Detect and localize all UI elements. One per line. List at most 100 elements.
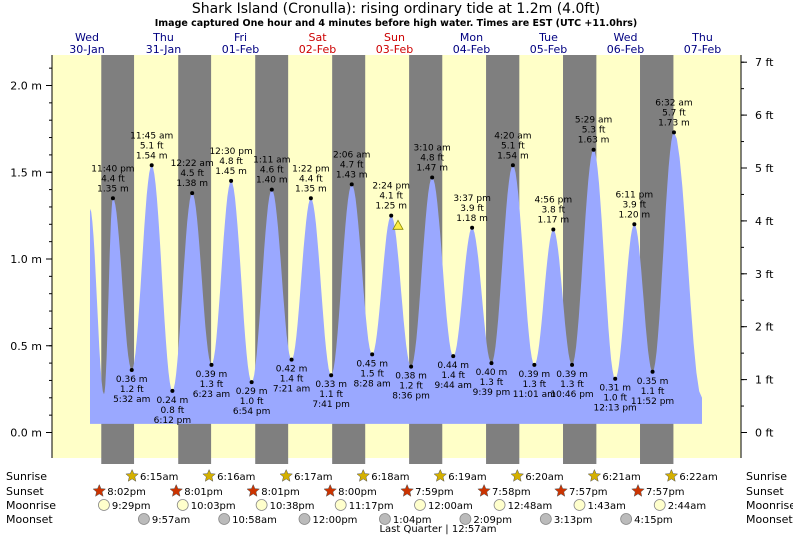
moonrise-icon (98, 499, 110, 511)
high-tide-ft: 4.8 ft (219, 157, 243, 167)
high-tide-ft: 3.8 ft (541, 206, 565, 216)
row-label-right: Sunrise (746, 470, 787, 483)
sunrise-icon (279, 468, 293, 482)
sunrise-icon (202, 468, 216, 482)
sunset-time: 7:59pm (415, 487, 454, 498)
night-band-strip (486, 458, 520, 464)
day-name: Mon (460, 31, 483, 44)
tide-point (430, 175, 435, 180)
tide-point (129, 368, 134, 373)
day-date: 30-Jan (69, 43, 105, 56)
high-tide-time: 11:40 pm (91, 164, 134, 174)
sunrise-icon (356, 468, 371, 482)
low-tide-time: 8:36 pm (392, 392, 430, 402)
right-tick-label: 7 ft (755, 56, 774, 69)
day-headers: Wed30-JanThu31-JanFri01-FebSat02-FebSun0… (69, 31, 721, 56)
high-tide-m: 1.25 m (375, 202, 407, 212)
moonset-icon (459, 513, 472, 525)
moonset-icon (298, 513, 311, 525)
moonset-time: 10:58am (232, 515, 277, 526)
high-tide-m: 1.63 m (578, 136, 610, 146)
sunset-time: 7:58pm (492, 487, 531, 498)
day-date: 03-Feb (376, 43, 413, 56)
low-tide-time: 12:13 pm (594, 404, 637, 414)
left-tick-label: 1.0 m (10, 253, 42, 266)
night-band-strip (101, 458, 135, 464)
tide-point (289, 357, 294, 362)
high-tide-ft: 4.7 ft (340, 160, 364, 170)
tide-point (451, 354, 456, 359)
moonset-time: 3:13pm (554, 515, 593, 526)
high-tide-time: 6:11 pm (616, 190, 654, 200)
moonrise-icon (255, 499, 268, 511)
row-label-left: Sunrise (6, 470, 47, 483)
high-tide-ft: 5.1 ft (501, 141, 525, 151)
tide-point (532, 362, 537, 367)
sunset-time: 7:57pm (569, 487, 608, 498)
low-tide-time: 6:23 am (193, 390, 230, 400)
day-date: 04-Feb (453, 43, 490, 56)
sunrise-time: 6:16am (217, 472, 255, 483)
moonset-time: 2:09pm (473, 515, 512, 526)
high-tide-time: 3:37 pm (453, 194, 491, 204)
night-band-strip (563, 458, 597, 464)
low-tide-ft: 0.8 ft (161, 406, 185, 416)
low-tide-ft: 1.3 ft (560, 380, 584, 390)
right-tick-label: 2 ft (755, 321, 774, 334)
tide-point (149, 163, 154, 168)
low-tide-m: 0.40 m (476, 368, 508, 378)
moonrise-time: 1:43am (588, 501, 626, 512)
high-tide-m: 1.73 m (658, 118, 690, 128)
tide-point (570, 362, 575, 367)
tide-point (591, 147, 596, 152)
moonrise-icon (414, 499, 426, 511)
right-tick-label: 3 ft (755, 268, 774, 281)
chart-title: Shark Island (Cronulla): rising ordinary… (192, 1, 600, 17)
high-tide-time: 4:56 pm (535, 196, 573, 206)
sunrise-time: 6:22am (679, 472, 717, 483)
right-tick-label: 5 ft (755, 162, 774, 175)
low-tide-ft: 1.4 ft (280, 375, 304, 385)
high-tide-ft: 4.5 ft (180, 169, 204, 179)
day-date: 06-Feb (607, 43, 644, 56)
low-tide-m: 0.31 m (599, 384, 631, 394)
day-date: 01-Feb (222, 43, 259, 56)
tide-curve (90, 132, 702, 424)
low-tide-ft: 1.3 ft (522, 380, 546, 390)
sunset-icon (323, 483, 337, 497)
low-tide-m: 0.24 m (157, 396, 189, 406)
high-tide-m: 1.40 m (256, 176, 288, 186)
high-tide-ft: 4.1 ft (379, 192, 403, 202)
low-tide-time: 5:32 am (113, 395, 150, 405)
low-tide-ft: 1.0 ft (240, 397, 264, 407)
moonset-time: 12:00pm (313, 515, 358, 526)
tide-area (90, 132, 702, 424)
low-tide-time: 11:52 pm (631, 397, 674, 407)
tide-point (370, 352, 375, 357)
day-date: 02-Feb (299, 43, 336, 56)
low-tide-time: 8:28 am (353, 379, 390, 389)
high-tide-m: 1.20 m (619, 210, 651, 220)
sunset-icon (400, 483, 414, 497)
sunset-time: 8:00pm (338, 487, 377, 498)
low-tide-time: 9:39 pm (473, 388, 511, 398)
sunrise-time: 6:20am (525, 472, 563, 483)
row-label-right: Sunset (746, 485, 784, 498)
sunset-icon (631, 483, 645, 497)
day-name: Sun (384, 31, 405, 44)
moonrise-icon (653, 499, 666, 511)
chart-subtitle: Image captured One hour and 4 minutes be… (155, 18, 638, 29)
low-tide-m: 0.39 m (196, 370, 228, 380)
sunset-time: 7:57pm (646, 487, 685, 498)
low-tide-ft: 1.0 ft (603, 394, 627, 404)
high-tide-m: 1.47 m (416, 163, 448, 173)
sunrise-icon (433, 468, 448, 482)
low-tide-time: 7:41 pm (312, 400, 350, 410)
day-name: Fri (234, 31, 247, 44)
sunset-time: 8:01pm (184, 487, 223, 498)
high-tide-ft: 3.9 ft (622, 200, 646, 210)
right-tick-label: 6 ft (755, 109, 774, 122)
moonrise-icon (334, 499, 347, 511)
high-tide-ft: 4.8 ft (420, 153, 444, 163)
